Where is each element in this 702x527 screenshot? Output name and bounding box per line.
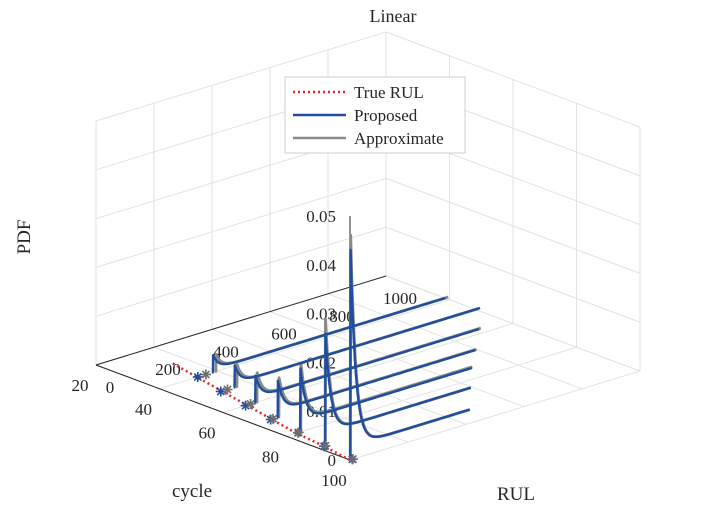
y-tick-label: 20 bbox=[72, 376, 89, 395]
legend-label-proposed: Proposed bbox=[354, 106, 418, 125]
legend-label-true-rul: True RUL bbox=[354, 83, 424, 102]
marker-stroke bbox=[193, 372, 202, 382]
marker-star-approximate bbox=[245, 399, 256, 409]
x-tick-label: 1000 bbox=[383, 289, 417, 308]
x-tick-label: 400 bbox=[213, 342, 239, 361]
floor-gridline-cycle bbox=[349, 370, 641, 461]
marker-stroke bbox=[223, 385, 232, 394]
wall-gridline-pdf bbox=[95, 31, 387, 122]
z-tick-label: 0.03 bbox=[306, 305, 336, 324]
y-tick-label: 60 bbox=[199, 424, 216, 443]
floor-gridline-cycle bbox=[222, 323, 514, 413]
y-tick-label: 40 bbox=[135, 400, 152, 419]
x-tick-label: 800 bbox=[329, 307, 355, 326]
y-tick-label: 80 bbox=[262, 447, 279, 466]
markers bbox=[192, 369, 358, 465]
x-tick-label: 200 bbox=[155, 360, 181, 379]
x-axis-label: RUL bbox=[497, 484, 535, 505]
x-tick-label: 600 bbox=[271, 325, 297, 344]
pdf-curve-proposed bbox=[233, 306, 481, 389]
wall-gridline-pdf bbox=[385, 177, 641, 274]
legend: True RUL Proposed Approximate bbox=[284, 76, 466, 154]
z-axis-label: PDF bbox=[14, 220, 35, 255]
wall-gridline-pdf bbox=[385, 226, 641, 323]
marker-stroke bbox=[348, 454, 358, 464]
y-tick-label: 100 bbox=[321, 471, 347, 490]
marker-stroke bbox=[294, 428, 303, 437]
wall-gridline-pdf bbox=[385, 275, 641, 372]
legend-label-approximate: Approximate bbox=[354, 129, 444, 148]
marker-star-approximate bbox=[268, 413, 278, 424]
marker-star-approximate bbox=[347, 454, 358, 465]
y-axis-label: cycle bbox=[172, 481, 212, 502]
chart-title: Linear bbox=[370, 6, 417, 26]
x-tick-label: 0 bbox=[106, 378, 115, 397]
marker-star-proposed bbox=[215, 386, 226, 397]
marker-stroke bbox=[268, 414, 278, 423]
pdf-curve-proposed bbox=[253, 327, 480, 405]
marker-star-approximate bbox=[293, 427, 304, 438]
wall-gridline-pdf bbox=[95, 177, 387, 268]
wall-gridline-pdf bbox=[385, 31, 641, 128]
z-tick-label: 0 bbox=[328, 451, 337, 470]
tick-labels: 020040060080010002040608010000.010.020.0… bbox=[72, 207, 418, 490]
marker-star-approximate bbox=[320, 440, 331, 451]
floor-gridline-cycle bbox=[286, 346, 577, 437]
marker-star-proposed bbox=[192, 372, 203, 382]
marker-stroke bbox=[246, 399, 255, 409]
series bbox=[171, 233, 482, 462]
z-tick-label: 0.04 bbox=[306, 256, 336, 275]
pdf-curve-proposed bbox=[211, 296, 446, 374]
pdf-curve-proposed bbox=[276, 348, 476, 419]
y-axis-line bbox=[95, 364, 351, 461]
marker-stroke bbox=[321, 441, 330, 451]
marker-star-approximate bbox=[222, 384, 233, 395]
marker-stroke bbox=[201, 370, 211, 379]
z-tick-label: 0.05 bbox=[306, 207, 336, 226]
wall-gridline-pdf bbox=[95, 226, 387, 317]
x-axis-line bbox=[95, 275, 387, 366]
marker-star-approximate bbox=[200, 369, 211, 380]
